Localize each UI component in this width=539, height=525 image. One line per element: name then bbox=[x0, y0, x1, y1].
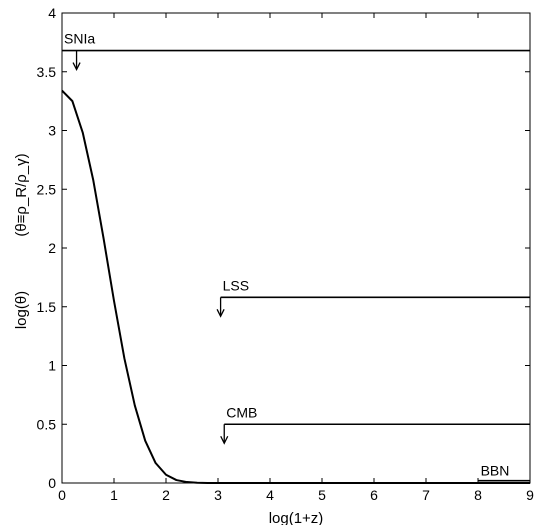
x-tick-label: 1 bbox=[110, 487, 118, 503]
y-axis-label-secondary: (θ≡ρ_R/ρ_γ) bbox=[13, 153, 30, 236]
annotation-label: BBN bbox=[481, 463, 510, 479]
y-tick-label: 0 bbox=[48, 475, 56, 491]
x-tick-label: 9 bbox=[526, 487, 534, 503]
x-tick-label: 8 bbox=[474, 487, 482, 503]
x-tick-label: 5 bbox=[318, 487, 326, 503]
x-tick-label: 2 bbox=[162, 487, 170, 503]
y-tick-label: 1 bbox=[48, 358, 56, 374]
annotation-arrow-head bbox=[216, 309, 225, 318]
y-tick-label: 0.5 bbox=[37, 416, 57, 432]
x-tick-label: 7 bbox=[422, 487, 430, 503]
y-tick-label: 1.5 bbox=[37, 299, 57, 315]
annotation-arrow-head bbox=[72, 62, 81, 72]
y-tick-label: 2 bbox=[48, 240, 56, 256]
x-tick-label: 6 bbox=[370, 487, 378, 503]
x-tick-label: 3 bbox=[214, 487, 222, 503]
y-tick-label: 4 bbox=[48, 5, 56, 21]
y-tick-label: 2.5 bbox=[37, 181, 57, 197]
plot-area: 0 1 2 3 4 5 6 7 8 9 0 0.5 1 1.5 2 2.5 3 3.5 4 SNIa LSS CMB BBN bbox=[37, 5, 535, 503]
annotation-arrow-head bbox=[220, 435, 229, 445]
x-axis-label: log(1+z) bbox=[269, 510, 324, 525]
x-tick-label: 4 bbox=[266, 487, 274, 503]
y-tick-label: 3 bbox=[48, 123, 56, 139]
annotation-label: LSS bbox=[223, 277, 249, 293]
annotation-label: SNIa bbox=[64, 31, 95, 47]
series-line bbox=[61, 89, 530, 484]
annotation-label: CMB bbox=[226, 404, 257, 420]
y-axis-label: log(θ) bbox=[13, 291, 30, 329]
x-tick-label: 0 bbox=[58, 487, 66, 503]
y-tick-label: 3.5 bbox=[37, 64, 57, 80]
